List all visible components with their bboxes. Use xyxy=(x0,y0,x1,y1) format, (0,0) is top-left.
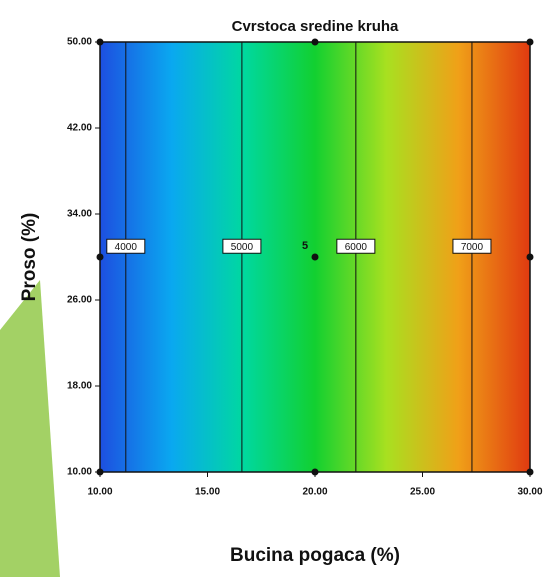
center-point-label: 5 xyxy=(302,240,308,252)
y-axis-title: Proso (%) xyxy=(19,213,40,302)
y-tick-label: 34.00 xyxy=(67,209,92,220)
x-tick-label: 10.00 xyxy=(87,487,112,498)
contour-label-box xyxy=(452,238,492,254)
x-axis-title: Bucina pogaca (%) xyxy=(230,545,400,566)
x-tick-label: 20.00 xyxy=(302,487,327,498)
contour-label-box xyxy=(336,238,376,254)
contour-label-box xyxy=(106,238,146,254)
x-tick-label: 30.00 xyxy=(517,487,542,498)
x-tick-label: 15.00 xyxy=(195,487,220,498)
y-tick-label: 18.00 xyxy=(67,381,92,392)
decoration xyxy=(0,280,60,577)
design-point xyxy=(311,253,319,261)
y-tick-label: 10.00 xyxy=(67,467,92,478)
y-tick-label: 42.00 xyxy=(67,123,92,134)
chart-title: Cvrstoca sredine kruha xyxy=(232,18,399,35)
y-tick-label: 26.00 xyxy=(67,295,92,306)
contour-label-box xyxy=(222,238,262,254)
y-tick-label: 50.00 xyxy=(67,37,92,48)
contour-label: 6000 xyxy=(345,242,368,253)
contour-label: 7000 xyxy=(461,242,484,253)
contour-label: 5000 xyxy=(231,242,254,253)
x-tick-label: 25.00 xyxy=(410,487,435,498)
contour-label: 4000 xyxy=(115,242,138,253)
